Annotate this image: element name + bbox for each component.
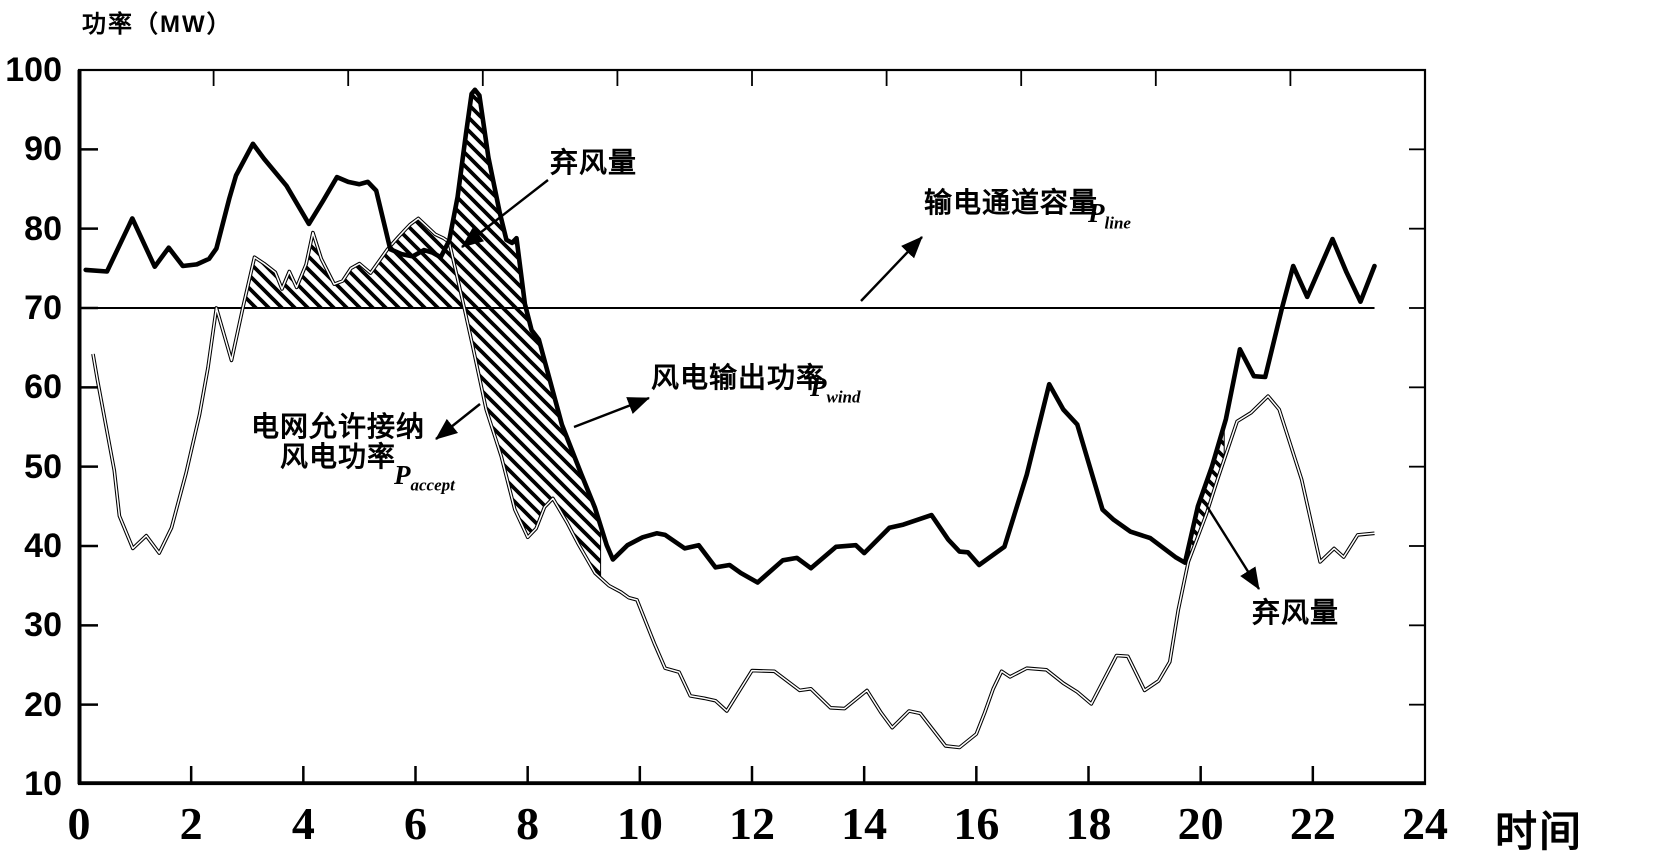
y-axis-title: 功率（MW） — [82, 11, 233, 38]
x-axis-title: 时间（h） — [1495, 810, 1584, 854]
x-tick-label: 18 — [1065, 798, 1112, 849]
x-tick-label: 6 — [404, 798, 427, 849]
x-tick-label: 2 — [179, 798, 203, 849]
y-tick-label: 80 — [24, 209, 62, 248]
x-tick-label: 4 — [291, 798, 315, 849]
annotation-grid-accept-line2: 风电功率 — [279, 441, 396, 472]
y-tick-label: 10 — [24, 765, 62, 803]
x-tick-label: 10 — [616, 798, 663, 849]
annotation-grid-accept-line1: 电网允许接纳 — [250, 411, 425, 442]
annotation-curtailment-lower: 弃风量 — [1252, 597, 1340, 628]
y-tick-label: 70 — [24, 289, 62, 327]
y-tick-label: 40 — [24, 527, 62, 565]
y-tick-label: 30 — [24, 606, 62, 645]
x-tick-label: 20 — [1177, 798, 1224, 849]
x-tick-label: 24 — [1402, 798, 1448, 849]
x-tick-label: 8 — [516, 798, 540, 849]
x-tick-label: 22 — [1289, 798, 1336, 849]
x-tick-label: 0 — [67, 798, 91, 849]
line-capacity-arrow — [860, 236, 923, 302]
x-tick-label: 12 — [729, 798, 775, 849]
y-tick-label: 50 — [24, 447, 62, 486]
curtailment-upper-arrow — [461, 179, 549, 248]
grid-accepted-wind-curve-core — [92, 217, 1375, 749]
wind-output-arrow — [573, 396, 650, 429]
annotation-grid-accept: 电网允许接纳 风电功率 — [248, 412, 428, 472]
annotation-wind-output: 风电输出功率 — [651, 362, 826, 393]
annotation-wind-output-symbol: Pwind — [810, 372, 861, 407]
annotation-line-capacity-symbol: Pline — [1088, 198, 1131, 233]
x-tick-label: 14 — [841, 798, 888, 849]
annotation-grid-accept-symbol: Paccept — [394, 460, 455, 495]
annotation-curtailment-upper: 弃风量 — [550, 147, 638, 178]
y-tick-label: 20 — [24, 685, 62, 724]
y-tick-label: 90 — [24, 130, 62, 169]
x-tick-label: 16 — [953, 798, 1000, 849]
wind-output-curve — [83, 87, 1377, 585]
annotation-line-capacity: 输电通道容量 — [924, 187, 1099, 218]
y-tick-label: 100 — [5, 51, 62, 89]
grid-accept-arrow — [435, 403, 481, 440]
y-tick-label: 60 — [24, 368, 62, 407]
curtailment-lower-arrow — [1201, 499, 1261, 590]
